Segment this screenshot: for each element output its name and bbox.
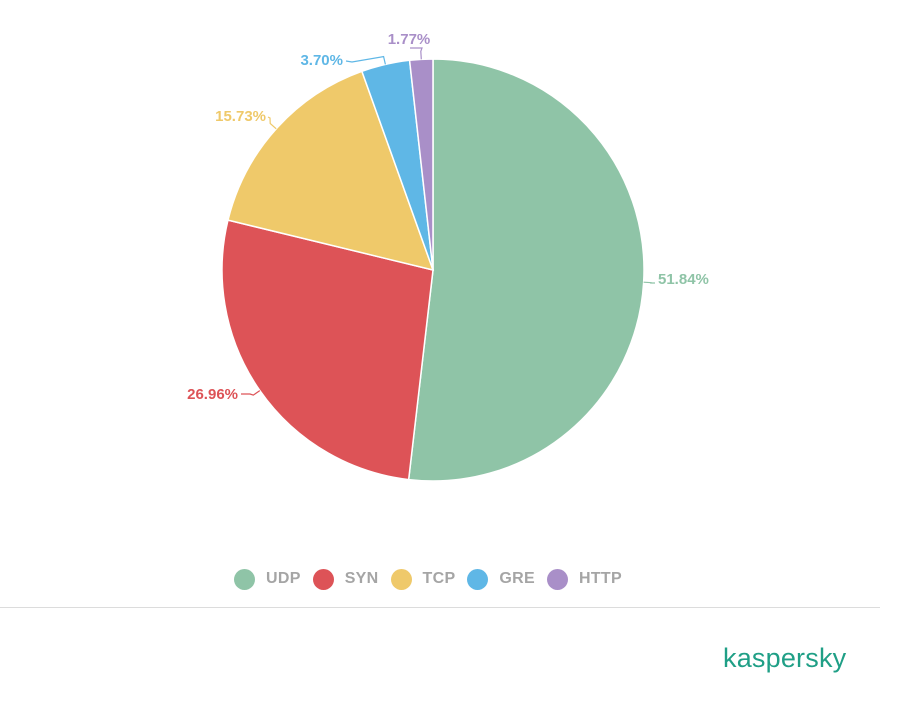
legend-label: UDP	[266, 570, 301, 587]
legend-item-gre[interactable]: GRE	[467, 568, 535, 590]
data-label-udp: 51.84%	[658, 271, 709, 288]
legend-label: GRE	[499, 570, 535, 587]
legend-swatch-icon	[312, 568, 334, 590]
pie-slice-syn	[221, 219, 434, 481]
legend-swatch-icon	[234, 568, 256, 590]
pie-slice-tcp	[227, 70, 435, 272]
legend-item-syn[interactable]: SYN	[312, 568, 379, 590]
legend-item-udp[interactable]: UDP	[234, 568, 301, 590]
legend-label: HTTP	[579, 570, 622, 587]
leader-line-http	[410, 47, 423, 60]
leader-line-udp	[643, 281, 655, 284]
data-label-gre: 3.70%	[300, 52, 343, 69]
pie-slice-udp	[407, 58, 645, 482]
pie-chart: 51.84% 26.96% 15.73% 3.70% 1.77%	[187, 31, 709, 482]
legend-item-http[interactable]: HTTP	[547, 568, 622, 590]
data-label-tcp: 15.73%	[215, 108, 266, 125]
legend-item-tcp[interactable]: TCP	[390, 568, 456, 590]
legend-label: SYN	[344, 570, 379, 587]
legend-swatch-icon	[547, 568, 568, 590]
chart-legend: UDP SYN TCP GRE HTTP	[0, 566, 856, 592]
leader-line-tcp	[267, 116, 277, 130]
legend-label: TCP	[422, 570, 456, 587]
data-label-syn: 26.96%	[187, 386, 238, 403]
leader-line-gre	[345, 55, 386, 65]
leader-line-syn	[241, 390, 261, 396]
divider	[0, 607, 880, 608]
legend-swatch-icon	[390, 568, 412, 590]
legend-swatch-icon	[467, 568, 489, 590]
kaspersky-logo: kaspersky	[723, 643, 847, 673]
pie-slice-http	[408, 58, 434, 271]
data-label-http: 1.77%	[388, 31, 431, 48]
